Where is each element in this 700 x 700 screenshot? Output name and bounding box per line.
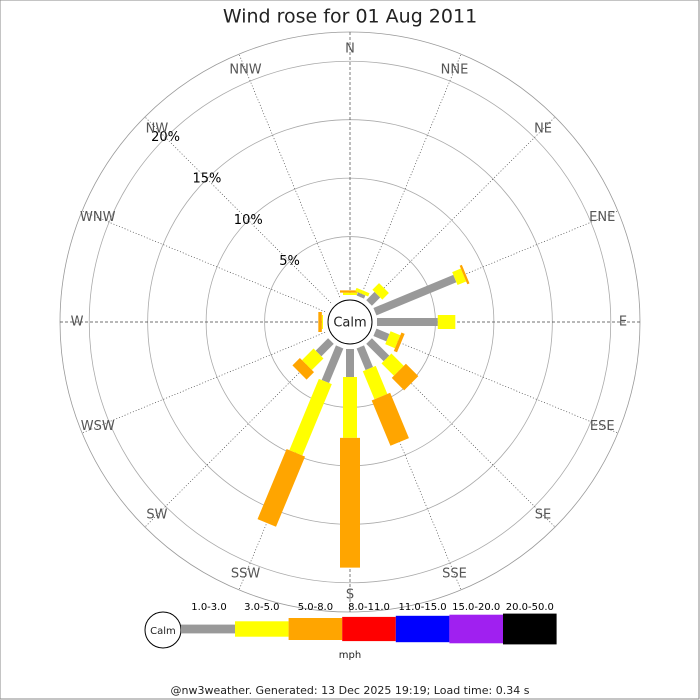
bar-segment (355, 287, 370, 297)
legend-swatch (235, 621, 289, 637)
direction-label: WSW (81, 419, 115, 434)
radial-line (374, 332, 619, 434)
chart-title: Wind rose for 01 Aug 2011 (223, 6, 477, 28)
bar-segment (373, 274, 457, 316)
legend-swatch (395, 615, 450, 643)
radial-line (81, 210, 326, 312)
bar-segment (356, 292, 366, 299)
r-tick-label: 20% (151, 130, 180, 145)
bar-segment (356, 345, 373, 371)
bar-segment (366, 291, 381, 306)
direction-label: SE (535, 508, 551, 523)
radial-line (368, 116, 556, 304)
bar-segment (373, 328, 390, 342)
bar-segment (452, 268, 467, 286)
direction-label: S (346, 588, 354, 603)
bar-segment (372, 283, 389, 300)
legend-swatch (288, 618, 343, 640)
direction-label: NW (146, 121, 169, 136)
grid-ring (88, 60, 612, 584)
radial-line (360, 346, 462, 591)
legend-label: 1.0-3.0 (191, 602, 226, 613)
legend-calm-label: Calm (150, 626, 176, 637)
legend-label: 11.0-15.0 (399, 602, 447, 613)
bar-segment (459, 264, 470, 285)
radial-line (144, 116, 332, 304)
bar-segment (391, 363, 419, 391)
bar-segment (315, 338, 334, 357)
bars (257, 264, 470, 568)
legend-label: 20.0-50.0 (506, 602, 554, 613)
legend-swatch (503, 613, 557, 645)
direction-label: E (619, 315, 627, 330)
bar-segment (366, 338, 390, 362)
legend-label: 3.0-5.0 (244, 602, 279, 613)
bar-segment (301, 348, 324, 371)
r-tick-label: 15% (192, 171, 221, 186)
legend: Calm mph 1.0-3.0 3.0-5.0 5.0-8.0 8.0-11.0 11… (144, 602, 557, 661)
r-tick-label: 5% (279, 254, 300, 269)
radial-line (81, 332, 326, 434)
bar-segment (292, 357, 315, 380)
direction-label: N (345, 42, 355, 57)
legend-label: 15.0-20.0 (452, 602, 500, 613)
direction-label: ESE (590, 419, 615, 434)
r-tick-label: 10% (234, 213, 263, 228)
direction-label: SSW (231, 567, 261, 582)
radial-line (238, 346, 340, 591)
direction-label: SSE (442, 567, 467, 582)
radial-line (144, 340, 332, 528)
legend-swatch (449, 614, 503, 644)
direction-label: SW (146, 508, 167, 523)
direction-label: ENE (589, 210, 615, 225)
direction-label: WNW (80, 210, 116, 225)
calm-circle (327, 299, 373, 345)
legend-swatch (181, 624, 235, 634)
radial-line (368, 340, 556, 528)
bar-segment (385, 331, 401, 349)
direction-label: NE (534, 121, 552, 136)
radial-line (238, 53, 340, 298)
radial-line (374, 210, 619, 312)
direction-label: NNE (441, 62, 469, 77)
bar-segment (393, 332, 405, 353)
bar-segment (371, 392, 409, 446)
footer: @nw3weather. Generated: 13 Dec 2025 19:1… (171, 684, 530, 697)
bar-segment (257, 448, 306, 527)
legend-label: 5.0-8.0 (298, 602, 333, 613)
bar-segment (381, 353, 404, 376)
bar-segment (289, 378, 332, 456)
bar-segment (321, 345, 344, 384)
legend-label: 8.0-11.0 (348, 602, 390, 613)
bar-segment (362, 365, 388, 400)
legend-swatch (342, 616, 396, 642)
direction-label: W (71, 315, 84, 330)
legend-unit: mph (339, 650, 361, 661)
calm-label: Calm (333, 316, 366, 331)
radial-line (360, 53, 462, 298)
direction-label: NNW (229, 62, 261, 77)
